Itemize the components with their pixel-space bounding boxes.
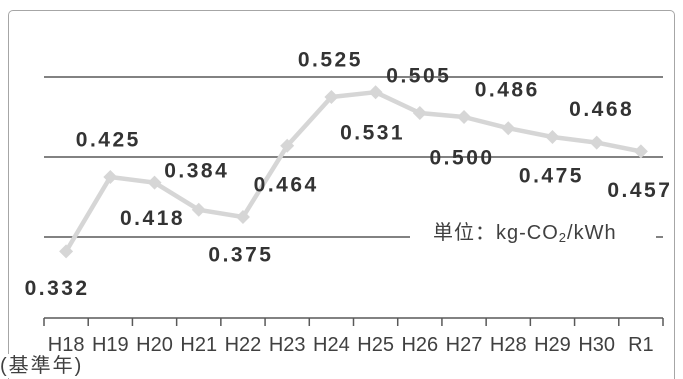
- data-label: 0.332: [25, 277, 90, 300]
- data-point-marker: [59, 244, 74, 259]
- data-point-marker: [589, 135, 604, 150]
- x-tick-label: H20: [136, 334, 173, 356]
- x-axis: [43, 317, 664, 326]
- unit-label-suffix: /kWh: [567, 222, 617, 244]
- data-label: 0.500: [430, 147, 495, 170]
- data-point-marker: [147, 175, 162, 190]
- data-point-marker: [324, 90, 339, 104]
- unit-label: 単位：kg-CO2/kWh: [410, 220, 656, 246]
- x-tick-label: H25: [357, 334, 394, 356]
- data-label: 0.486: [475, 79, 540, 102]
- unit-label-subscript: 2: [558, 230, 568, 245]
- data-label: 0.384: [164, 159, 229, 182]
- data-label: 0.468: [569, 98, 634, 121]
- data-label: 0.375: [208, 244, 273, 267]
- x-tick-label: R1: [628, 334, 654, 356]
- data-point-marker: [412, 106, 427, 120]
- x-tick-label: H22: [225, 334, 262, 356]
- x-tick-label: H28: [490, 334, 527, 356]
- x-tick-label: H18: [48, 334, 85, 356]
- x-tick-label: H30: [578, 334, 615, 356]
- data-label: 0.505: [386, 65, 451, 88]
- data-label: 0.525: [298, 49, 363, 72]
- data-point-marker: [368, 85, 383, 100]
- data-point-marker: [545, 130, 560, 144]
- data-point-marker: [280, 138, 295, 153]
- data-label: 0.475: [519, 165, 584, 188]
- x-tick-label: H24: [313, 334, 350, 356]
- data-point-marker: [457, 110, 472, 124]
- x-tick-label: H26: [401, 334, 438, 356]
- data-point-marker: [501, 121, 516, 136]
- data-point-marker: [633, 144, 648, 159]
- x-tick-label: H19: [92, 334, 129, 356]
- series-line: [63, 89, 644, 254]
- chart-frame: [8, 10, 675, 379]
- x-tick-label: H21: [180, 334, 217, 356]
- base-year-note: (基準年): [0, 354, 86, 378]
- data-label: 0.457: [607, 179, 672, 202]
- data-point-marker: [191, 202, 206, 217]
- data-label: 0.531: [340, 122, 405, 145]
- x-tick-label: H27: [446, 334, 483, 356]
- data-label: 0.464: [254, 173, 319, 196]
- data-point-marker: [235, 210, 250, 224]
- data-markers: [59, 85, 648, 259]
- data-point-marker: [103, 170, 118, 184]
- data-labels: 0.332 0.425 0.418 0.384 0.375 0.464 0.525 0.531…: [25, 49, 672, 300]
- x-tick-label: H29: [534, 334, 571, 356]
- data-label: 0.425: [76, 129, 141, 152]
- unit-label-prefix: 単位：kg-CO: [433, 222, 559, 244]
- data-label: 0.418: [120, 207, 185, 230]
- x-tick-labels: H18 H19 H20 H21 H22 H23 H24 H25 H26 H27 H28 H29 H30 R…: [48, 334, 654, 356]
- x-tick-label: H23: [269, 334, 306, 356]
